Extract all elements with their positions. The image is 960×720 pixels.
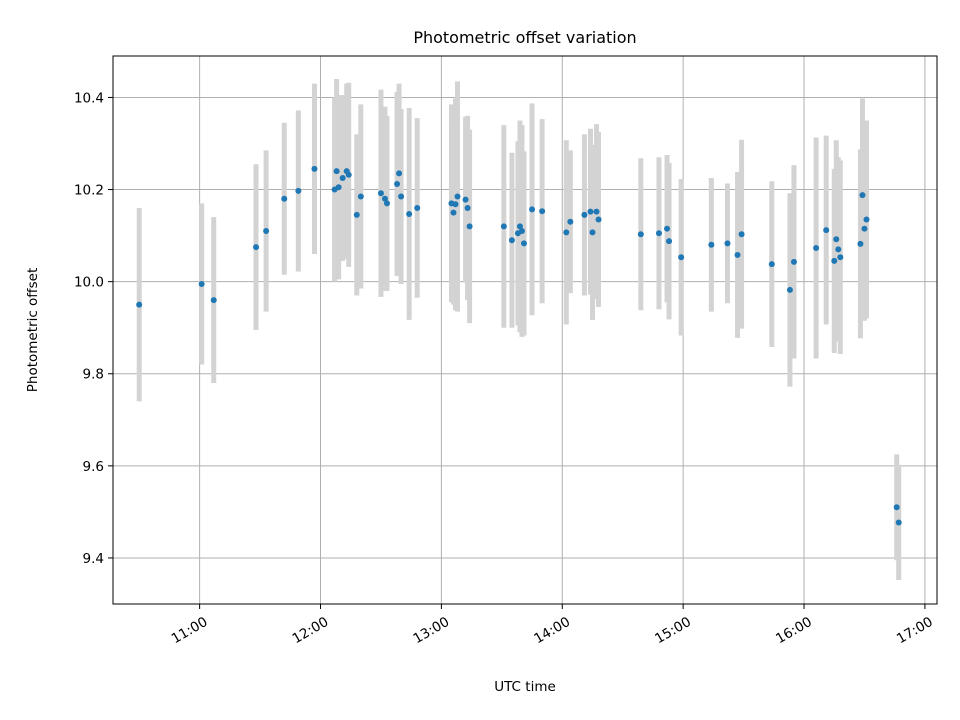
data-point	[724, 240, 731, 247]
data-point	[450, 209, 457, 216]
data-point	[595, 216, 602, 223]
data-point	[414, 204, 421, 211]
data-point	[529, 206, 536, 213]
y-tick-label: 9.4	[83, 551, 104, 567]
data-point	[406, 210, 413, 217]
data-point	[253, 244, 260, 251]
data-point	[357, 193, 364, 200]
data-point	[377, 190, 384, 197]
data-point	[593, 208, 600, 215]
data-point	[335, 184, 342, 191]
data-point	[655, 230, 662, 237]
data-point	[786, 286, 793, 293]
data-point	[454, 193, 461, 200]
chart-title: Photometric offset variation	[413, 28, 636, 47]
data-point	[861, 225, 868, 232]
data-point	[708, 241, 715, 248]
data-point	[295, 187, 302, 194]
data-point	[508, 237, 515, 244]
data-point	[394, 181, 401, 188]
data-point	[539, 208, 546, 215]
data-point	[518, 227, 525, 234]
data-point	[381, 195, 388, 202]
data-point	[198, 280, 205, 287]
data-point	[345, 171, 352, 178]
data-point	[895, 519, 902, 526]
data-point	[587, 208, 594, 215]
plot-area-frame	[112, 55, 938, 605]
y-tick-label: 10.0	[74, 275, 104, 291]
data-point	[837, 254, 844, 261]
data-point	[466, 223, 473, 230]
data-point	[678, 254, 685, 261]
data-point	[666, 238, 673, 245]
data-point	[311, 165, 318, 172]
data-point	[589, 229, 596, 236]
data-point	[563, 229, 570, 236]
data-point	[500, 223, 507, 230]
y-tick-label: 9.6	[83, 459, 104, 475]
x-axis-label: UTC time	[494, 679, 556, 695]
y-tick-label: 9.8	[83, 367, 104, 383]
data-point	[790, 258, 797, 265]
data-point	[859, 192, 866, 199]
data-point	[210, 297, 217, 304]
data-point	[464, 204, 471, 211]
data-point	[339, 175, 346, 182]
data-point	[516, 223, 523, 230]
data-point	[281, 195, 288, 202]
data-point	[768, 261, 775, 268]
y-tick-label: 10.2	[74, 183, 104, 199]
data-point	[520, 240, 527, 247]
y-tick-label: 10.4	[74, 90, 104, 106]
data-point	[581, 211, 588, 218]
data-points	[136, 165, 902, 526]
data-point	[353, 211, 360, 218]
data-point	[813, 245, 820, 252]
data-point	[396, 170, 403, 177]
data-point	[136, 301, 143, 308]
data-point	[857, 240, 864, 247]
data-point	[664, 225, 671, 232]
data-point	[452, 201, 459, 208]
data-point	[833, 236, 840, 243]
data-point	[831, 257, 838, 264]
data-point	[734, 251, 741, 258]
data-point	[462, 196, 469, 203]
data-point	[567, 218, 574, 225]
data-point	[263, 227, 270, 234]
data-point	[835, 246, 842, 253]
data-point	[893, 504, 900, 511]
data-point	[823, 227, 830, 234]
data-point	[863, 216, 870, 223]
data-point	[738, 231, 745, 238]
data-point	[398, 193, 405, 200]
y-axis-label: Photometric offset	[25, 268, 41, 392]
data-point	[637, 231, 644, 238]
data-point	[333, 168, 340, 175]
data-point	[383, 200, 390, 207]
